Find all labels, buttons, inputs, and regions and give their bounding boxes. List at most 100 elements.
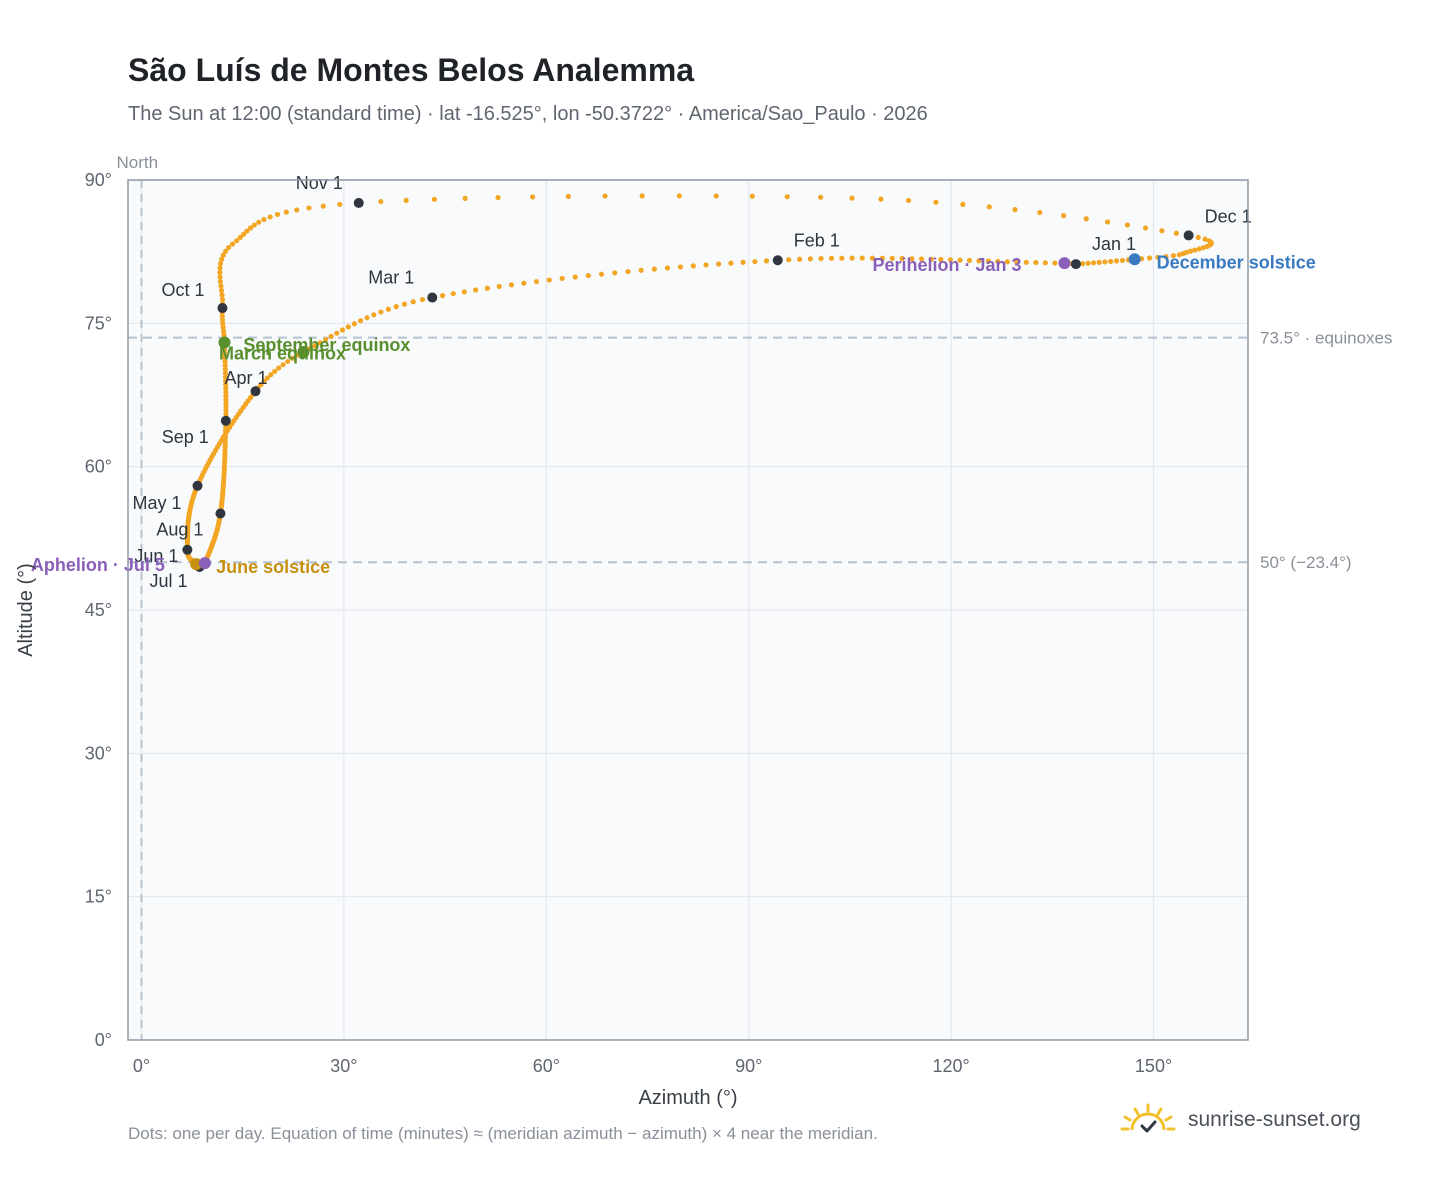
day-dot bbox=[462, 195, 468, 201]
chart-subtitle: The Sun at 12:00 (standard time) · lat -… bbox=[128, 103, 928, 125]
day-dot bbox=[1061, 213, 1067, 219]
month-marker-label: Feb 1 bbox=[794, 230, 840, 250]
reference-line-label: 73.5° · equinoxes bbox=[1260, 329, 1393, 348]
month-marker bbox=[427, 292, 438, 303]
day-dot bbox=[393, 304, 399, 310]
month-marker-label: Jun 1 bbox=[134, 546, 178, 566]
x-tick-label: 150° bbox=[1135, 1056, 1172, 1076]
day-dot bbox=[219, 296, 226, 303]
day-dot bbox=[222, 347, 228, 353]
month-marker-label: Oct 1 bbox=[161, 280, 204, 300]
month-marker bbox=[192, 480, 203, 491]
day-dot bbox=[234, 238, 240, 244]
day-dot bbox=[572, 274, 578, 280]
day-dot bbox=[797, 256, 803, 262]
day-dot bbox=[529, 194, 536, 200]
day-dot bbox=[817, 194, 824, 200]
day-dot bbox=[716, 261, 722, 267]
day-dot bbox=[334, 330, 340, 336]
day-dot bbox=[1023, 259, 1029, 265]
day-dot bbox=[664, 265, 671, 271]
x-tick-label: 120° bbox=[933, 1056, 970, 1076]
day-dot bbox=[217, 274, 223, 280]
day-dot bbox=[976, 258, 982, 264]
day-dot bbox=[351, 321, 357, 327]
day-dot bbox=[378, 309, 384, 315]
day-dot bbox=[1085, 260, 1091, 266]
day-dot bbox=[1195, 234, 1201, 240]
day-dot bbox=[1142, 225, 1149, 231]
day-dot bbox=[602, 193, 608, 199]
day-dot bbox=[559, 275, 565, 282]
month-marker bbox=[215, 508, 226, 519]
y-tick-label: 60° bbox=[85, 457, 112, 477]
day-dot bbox=[1119, 257, 1126, 264]
day-dot bbox=[919, 256, 925, 262]
day-dot bbox=[1033, 259, 1039, 266]
day-dot bbox=[703, 262, 709, 268]
day-dot bbox=[828, 255, 835, 261]
north-label: North bbox=[116, 153, 158, 172]
day-dot bbox=[849, 255, 855, 261]
brand-name: sunrise-sunset.org bbox=[1188, 1108, 1361, 1131]
day-dot bbox=[222, 362, 228, 369]
day-dot bbox=[849, 195, 855, 201]
month-marker bbox=[250, 386, 261, 397]
day-dot bbox=[337, 201, 343, 208]
day-dot bbox=[261, 378, 267, 384]
day-dot bbox=[229, 241, 236, 247]
day-dot bbox=[371, 312, 377, 318]
month-marker bbox=[217, 303, 228, 314]
y-tick-label: 0° bbox=[95, 1030, 112, 1050]
day-dot bbox=[223, 382, 229, 388]
day-dot bbox=[317, 340, 323, 346]
day-dot bbox=[223, 378, 229, 384]
day-dot bbox=[450, 291, 456, 297]
day-dot bbox=[818, 255, 824, 262]
day-dot bbox=[638, 267, 644, 273]
day-dot bbox=[933, 199, 939, 205]
day-dot bbox=[639, 193, 645, 199]
day-dot bbox=[223, 404, 229, 410]
day-dot bbox=[251, 222, 257, 228]
brand[interactable]: sunrise-sunset.org bbox=[1118, 1102, 1361, 1138]
day-dot bbox=[533, 278, 540, 285]
day-dot bbox=[1180, 250, 1186, 257]
day-dot bbox=[267, 214, 273, 220]
month-marker bbox=[772, 255, 783, 266]
day-dot bbox=[807, 256, 813, 262]
day-dot bbox=[410, 299, 416, 305]
day-dot bbox=[859, 255, 865, 261]
day-dot bbox=[247, 225, 254, 231]
x-tick-label: 60° bbox=[533, 1056, 560, 1076]
day-dot bbox=[986, 204, 992, 210]
day-dot bbox=[219, 256, 225, 262]
day-dot bbox=[1173, 230, 1179, 236]
event-label: June solstice bbox=[216, 557, 330, 577]
day-dot bbox=[226, 244, 232, 251]
day-dot bbox=[223, 389, 229, 395]
day-dot bbox=[461, 289, 467, 295]
event-marker bbox=[1128, 253, 1141, 266]
day-dot bbox=[241, 231, 247, 237]
day-dot bbox=[378, 198, 384, 205]
day-dot bbox=[261, 216, 267, 223]
y-tick-label: 15° bbox=[85, 887, 112, 907]
day-dot bbox=[565, 193, 571, 200]
day-dot bbox=[889, 255, 895, 261]
day-dot bbox=[222, 374, 229, 380]
x-tick-label: 0° bbox=[133, 1056, 150, 1076]
day-dot bbox=[899, 255, 905, 262]
day-dot bbox=[1170, 253, 1176, 259]
month-marker bbox=[1183, 230, 1194, 241]
month-marker-label: Jan 1 bbox=[1092, 234, 1136, 254]
month-marker bbox=[353, 197, 364, 208]
y-tick-label: 90° bbox=[85, 170, 112, 190]
day-dot bbox=[878, 196, 884, 202]
day-dot bbox=[947, 257, 954, 263]
day-dot bbox=[1159, 228, 1165, 234]
event-marker bbox=[297, 346, 310, 358]
day-dot bbox=[220, 252, 226, 258]
day-dot bbox=[306, 205, 312, 211]
